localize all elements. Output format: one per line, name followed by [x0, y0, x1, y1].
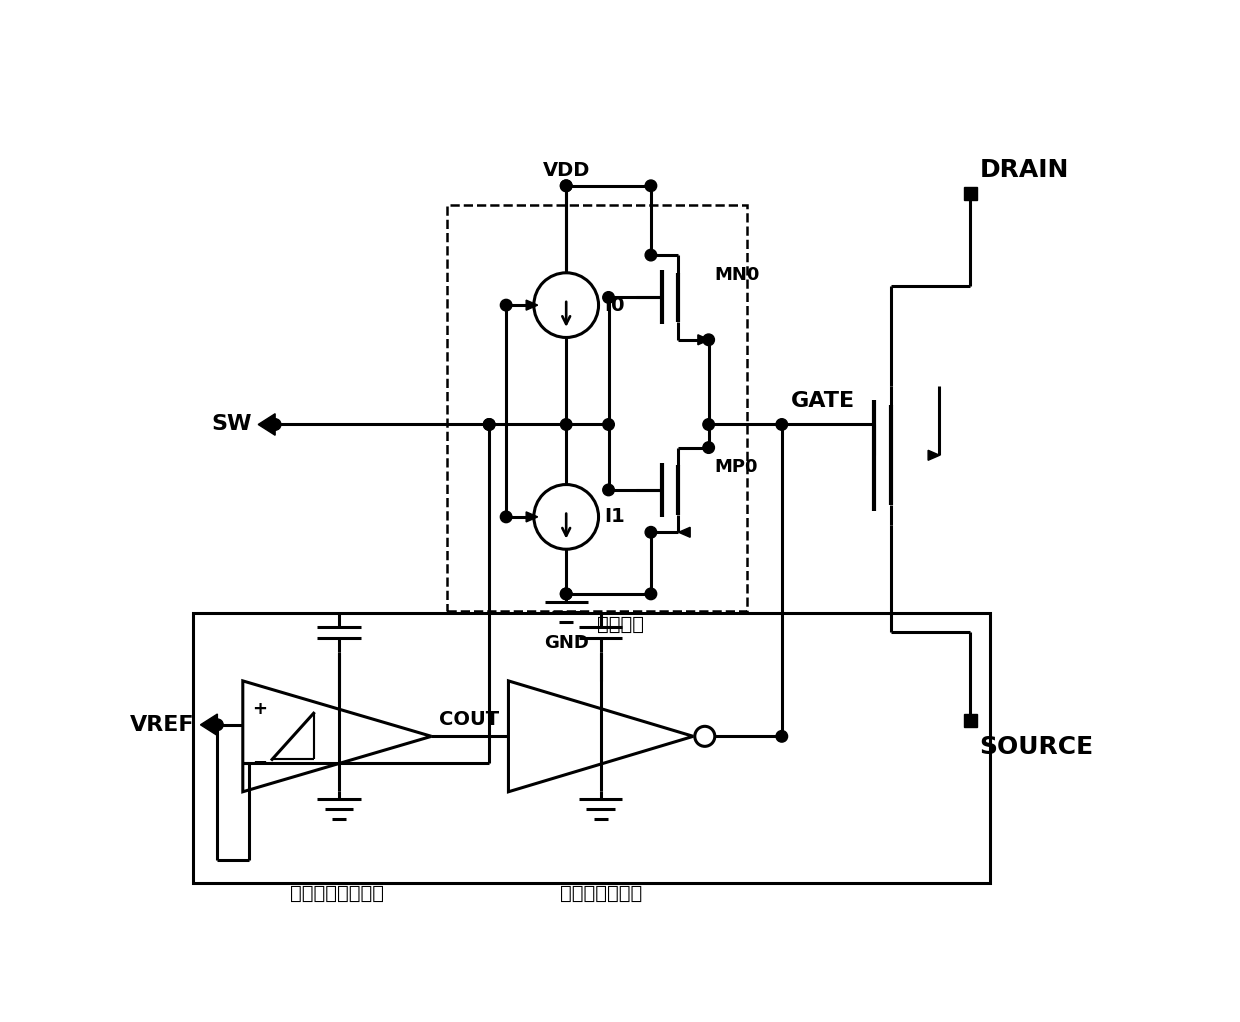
- Circle shape: [776, 731, 787, 742]
- Circle shape: [560, 588, 572, 600]
- Circle shape: [645, 588, 657, 600]
- Circle shape: [560, 588, 572, 600]
- Text: 预驱动级: 预驱动级: [596, 614, 644, 634]
- Circle shape: [703, 419, 714, 430]
- Bar: [963, 714, 977, 728]
- Circle shape: [603, 484, 614, 496]
- Circle shape: [603, 291, 614, 304]
- Text: I1: I1: [605, 507, 625, 526]
- Text: DRAIN: DRAIN: [980, 158, 1069, 182]
- Circle shape: [645, 180, 657, 191]
- Circle shape: [603, 419, 614, 430]
- Circle shape: [703, 334, 714, 345]
- Text: I0: I0: [605, 295, 625, 315]
- Circle shape: [269, 419, 281, 430]
- Text: GATE: GATE: [791, 390, 856, 411]
- Circle shape: [501, 511, 512, 522]
- Circle shape: [501, 299, 512, 311]
- Circle shape: [560, 419, 572, 430]
- Text: GND: GND: [544, 634, 589, 652]
- Text: +: +: [252, 700, 267, 718]
- Text: VDD: VDD: [543, 161, 590, 181]
- Text: COUT: COUT: [439, 709, 500, 729]
- Polygon shape: [201, 714, 217, 736]
- Bar: [963, 187, 977, 200]
- Circle shape: [560, 180, 572, 191]
- Circle shape: [645, 249, 657, 261]
- Circle shape: [703, 442, 714, 454]
- Text: −: −: [252, 754, 267, 773]
- Polygon shape: [526, 300, 538, 310]
- Bar: [446, 205, 748, 611]
- Circle shape: [645, 526, 657, 538]
- Polygon shape: [698, 335, 709, 344]
- Polygon shape: [258, 414, 275, 435]
- Polygon shape: [928, 451, 940, 460]
- Circle shape: [560, 180, 572, 191]
- Text: SW: SW: [212, 415, 252, 434]
- Circle shape: [484, 419, 495, 430]
- Text: VREF: VREF: [130, 714, 195, 735]
- Circle shape: [776, 419, 787, 430]
- Circle shape: [484, 419, 495, 430]
- Polygon shape: [526, 512, 538, 522]
- Bar: [192, 613, 990, 883]
- Text: 三态补偿驱动级: 三态补偿驱动级: [559, 884, 642, 903]
- Circle shape: [212, 719, 223, 731]
- Text: SOURCE: SOURCE: [980, 735, 1094, 758]
- Text: MN0: MN0: [714, 266, 760, 283]
- Text: 输出电压比较单元: 输出电压比较单元: [290, 884, 384, 903]
- Polygon shape: [678, 527, 691, 538]
- Text: MP0: MP0: [714, 458, 759, 476]
